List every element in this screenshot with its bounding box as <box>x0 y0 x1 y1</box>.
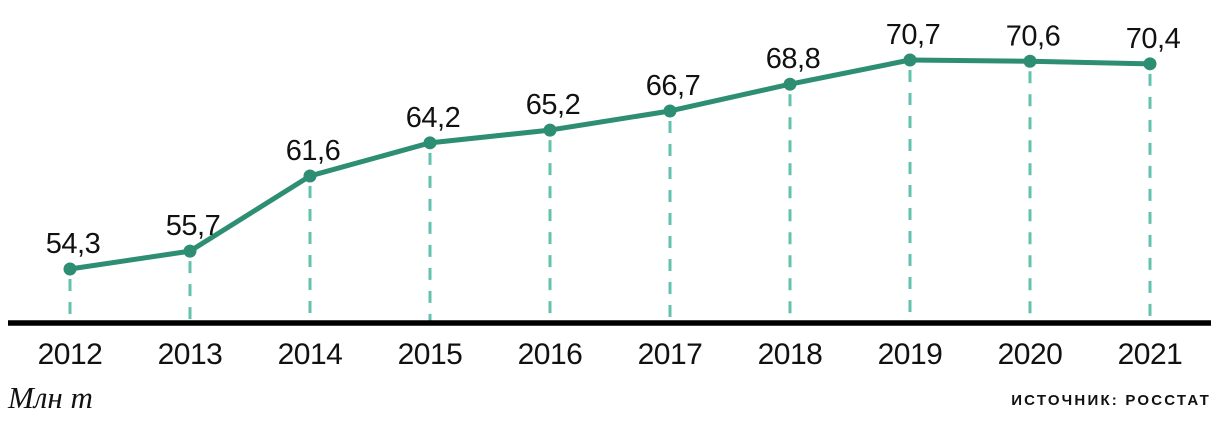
value-label: 68,8 <box>766 43 820 75</box>
value-label: 70,4 <box>1126 23 1181 55</box>
trend-line <box>67 57 1153 272</box>
data-point <box>1143 57 1157 71</box>
data-point <box>183 244 197 258</box>
value-label: 66,7 <box>646 70 700 102</box>
x-tick-label: 2013 <box>158 338 223 371</box>
value-label: 70,6 <box>1006 20 1060 52</box>
value-label: 54,3 <box>46 228 100 260</box>
value-label: 55,7 <box>166 210 220 242</box>
x-tick-label: 2021 <box>1118 338 1183 371</box>
x-tick-label: 2020 <box>998 338 1063 371</box>
x-tick-label: 2018 <box>758 338 823 371</box>
data-point <box>1023 54 1037 68</box>
x-tick-label: 2016 <box>518 338 583 371</box>
data-point <box>783 77 797 91</box>
data-point <box>903 53 917 67</box>
source-caption: ИСТОЧНИК: РОССТАТ <box>1011 392 1211 409</box>
value-label: 65,2 <box>526 89 580 121</box>
data-point <box>63 262 77 276</box>
value-label: 61,6 <box>286 135 340 167</box>
data-point <box>303 169 317 183</box>
x-tick-label: 2017 <box>638 338 703 371</box>
value-label: 70,7 <box>886 19 940 51</box>
y-axis-unit-label: Млн т <box>8 380 93 415</box>
data-point <box>543 123 557 137</box>
x-tick-label: 2015 <box>398 338 463 371</box>
x-tick-label: 2019 <box>878 338 943 371</box>
x-tick-label: 2012 <box>38 338 103 371</box>
data-point <box>423 136 437 150</box>
x-tick-label: 2014 <box>278 338 343 371</box>
value-label: 64,2 <box>406 102 460 134</box>
data-point <box>663 104 677 118</box>
